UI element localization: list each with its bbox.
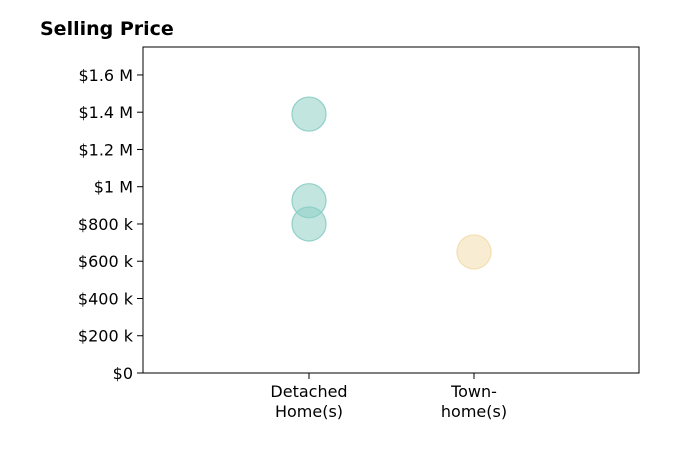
y-tick-label: $1.4 M [78, 103, 133, 122]
x-tick-label: home(s) [441, 402, 507, 421]
y-tick-label: $1 M [94, 178, 133, 197]
x-tick-label: Detached [270, 382, 347, 401]
x-tick-label: Home(s) [275, 402, 343, 421]
data-points [291, 96, 492, 270]
data-point [291, 96, 327, 132]
y-tick-label: $400 k [78, 289, 134, 308]
y-tick-label: $1.2 M [78, 140, 133, 159]
plot-area-frame [142, 46, 640, 374]
y-tick-label: $0 [113, 364, 133, 383]
chart-title: Selling Price [40, 18, 174, 40]
data-point [291, 206, 327, 242]
y-axis: $0 $200 k $400 k $600 k $800 k $1 M $1.2 M $1.4… [78, 66, 143, 383]
y-tick-label: $1.6 M [78, 66, 133, 85]
x-tick-label: Town- [450, 382, 497, 401]
y-tick-label: $800 k [78, 215, 134, 234]
y-tick-label: $600 k [78, 252, 134, 271]
data-point [456, 234, 492, 270]
y-tick-label: $200 k [78, 327, 134, 346]
